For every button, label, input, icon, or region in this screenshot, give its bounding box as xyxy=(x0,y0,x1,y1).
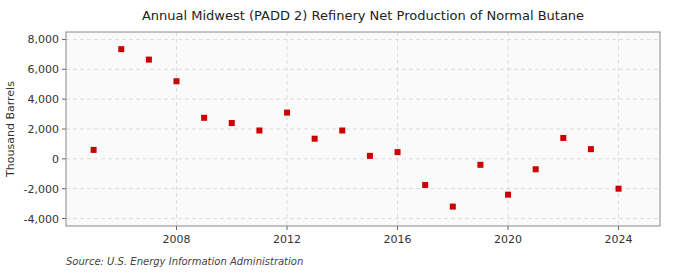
tick-mark xyxy=(62,69,66,70)
tick-label: -4,000 xyxy=(24,213,59,226)
grid-line xyxy=(287,32,288,226)
tick-label: 2012 xyxy=(273,233,301,246)
point xyxy=(256,127,262,133)
grid-line xyxy=(66,188,660,189)
tick-mark xyxy=(62,158,66,159)
point xyxy=(229,120,235,126)
grid-line xyxy=(66,218,660,219)
tick-label: 8,000 xyxy=(28,33,60,46)
tick-mark xyxy=(62,39,66,40)
point xyxy=(616,186,622,192)
tick-label: 2,000 xyxy=(28,123,60,136)
chart: -4,000 -2,000 0 2,000 4,000 6,000 8,000 2008 201… xyxy=(0,0,675,275)
point xyxy=(450,204,456,210)
tick-mark xyxy=(62,99,66,100)
grid-line xyxy=(176,32,177,226)
tick-label: 4,000 xyxy=(28,93,60,106)
point xyxy=(505,192,511,198)
tick-label: 0 xyxy=(52,153,59,166)
point xyxy=(201,115,207,121)
axes: -4,000 -2,000 0 2,000 4,000 6,000 8,000 2008 201… xyxy=(24,32,660,246)
tick-mark xyxy=(618,226,619,230)
tick-label: 6,000 xyxy=(28,63,60,76)
tick-label: 2024 xyxy=(605,233,633,246)
grid-line xyxy=(66,69,660,70)
point xyxy=(339,127,345,133)
tick-mark xyxy=(397,226,398,230)
point xyxy=(560,135,566,141)
point xyxy=(174,78,180,84)
tick-mark xyxy=(62,218,66,219)
point xyxy=(422,182,428,188)
grid-line xyxy=(66,39,660,40)
tick-mark xyxy=(62,188,66,189)
grid-line xyxy=(618,32,619,226)
grid-line xyxy=(66,99,660,100)
tick-label: 2020 xyxy=(494,233,522,246)
tick-mark xyxy=(287,226,288,230)
point xyxy=(395,149,401,155)
grid-line xyxy=(66,129,660,130)
plot-area xyxy=(66,32,660,226)
point xyxy=(118,46,124,52)
grid xyxy=(66,32,660,226)
point xyxy=(146,57,152,63)
point xyxy=(367,153,373,159)
points xyxy=(91,46,622,209)
point xyxy=(284,110,290,116)
grid-line xyxy=(66,158,660,159)
point xyxy=(477,162,483,168)
tick-label: 2016 xyxy=(384,233,412,246)
point xyxy=(91,147,97,153)
annotation: Source: U.S. Energy Information Administ… xyxy=(66,256,303,267)
grid-line xyxy=(397,32,398,226)
plot-frame xyxy=(66,32,660,226)
title: Annual Midwest (PADD 2) Refinery Net Pro… xyxy=(142,8,584,23)
tick-label: 2008 xyxy=(163,233,191,246)
tick-mark xyxy=(62,129,66,130)
tick-mark xyxy=(176,226,177,230)
tick-mark xyxy=(508,226,509,230)
tick-label: -2,000 xyxy=(24,183,59,196)
point xyxy=(533,166,539,172)
point xyxy=(588,146,594,152)
point xyxy=(312,136,318,142)
axis-label: Thousand Barrels xyxy=(4,81,17,178)
